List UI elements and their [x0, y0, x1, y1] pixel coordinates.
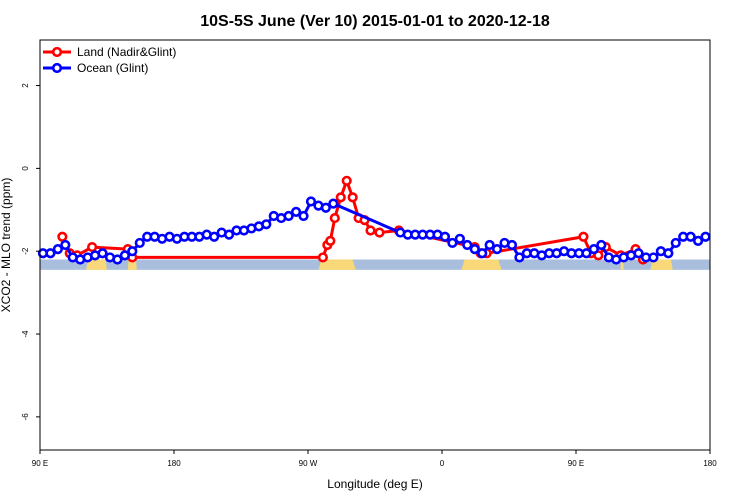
- series-1-point: [283, 210, 294, 222]
- ocean-band: [40, 259, 710, 270]
- legend-label-0: Land (Nadir&Glint): [77, 45, 176, 59]
- series-1-point: [462, 239, 473, 251]
- series-1-point: [60, 239, 71, 251]
- series-1-point: [261, 219, 272, 230]
- y-tick-label-0: -6: [21, 413, 30, 421]
- y-axis: -6 -4 -2 0 2: [21, 83, 40, 421]
- x-tick-label-5: 180: [703, 459, 717, 468]
- x-tick-label-3: 0: [440, 459, 445, 468]
- series-1-point: [112, 254, 123, 265]
- series-1-point: [588, 244, 599, 255]
- legend: Land (Nadir&Glint) Ocean (Glint): [43, 45, 176, 75]
- series-1-point: [127, 246, 138, 257]
- series-layer: [37, 175, 711, 265]
- series-1-point: [477, 248, 488, 259]
- series-1-point: [439, 231, 451, 242]
- x-tick-label-1: 180: [167, 459, 181, 468]
- series-1-point: [491, 244, 503, 255]
- series-1-point: [328, 198, 339, 209]
- series-1-point: [134, 237, 145, 249]
- series-1-point: [633, 248, 644, 259]
- series-1-point: [670, 237, 681, 249]
- land-patch-4: [127, 259, 137, 270]
- series-1-point: [298, 210, 309, 222]
- series-0-point: [347, 192, 358, 203]
- x-tick-label-2: 90 W: [299, 459, 318, 468]
- series-0-point: [317, 252, 328, 263]
- series-1-point: [320, 202, 331, 213]
- chart-title: 10S-5S June (Ver 10) 2015-01-01 to 2020-…: [200, 13, 550, 30]
- series-1-point: [454, 233, 465, 244]
- series-1-point: [514, 252, 525, 263]
- series-1-point: [223, 229, 235, 240]
- x-tick-label-4: 90 E: [568, 459, 584, 468]
- land-patch-1: [461, 259, 502, 270]
- series-1-point: [596, 239, 607, 251]
- x-tick-label-0: 90 E: [32, 459, 48, 468]
- series-0-point: [325, 235, 336, 246]
- plot-frame: [39, 39, 711, 451]
- series-1-point: [305, 196, 317, 207]
- y-tick-label-1: -4: [21, 330, 30, 338]
- y-tick-label-2: -2: [21, 247, 30, 255]
- legend-marker-0: [51, 46, 63, 58]
- series-1-point: [447, 237, 458, 249]
- x-axis: 90 E 180 90 W 0 90 E 180: [32, 450, 717, 468]
- series-1-point: [209, 231, 220, 242]
- series-1-point: [685, 231, 696, 242]
- series-0-point: [335, 192, 346, 203]
- series-0-point: [365, 225, 376, 236]
- series-0-point: [341, 175, 352, 186]
- series-1-point: [469, 244, 480, 255]
- series-1-point: [45, 248, 56, 259]
- series-1-point: [506, 239, 518, 251]
- series-0-point: [57, 231, 68, 242]
- series-0-point: [87, 241, 98, 253]
- land-patch-5: [650, 259, 673, 270]
- y-tick-label-4: 2: [21, 83, 30, 88]
- series-1-point: [97, 248, 108, 259]
- series-0-point: [374, 227, 385, 238]
- series-1-point: [290, 206, 302, 217]
- series-1-point: [663, 248, 674, 259]
- series-1: [37, 196, 711, 265]
- series-1-point: [581, 248, 592, 259]
- y-tick-label-3: 0: [21, 166, 30, 171]
- x-axis-label: Longitude (deg E): [327, 477, 422, 491]
- series-1-point: [484, 239, 495, 251]
- series-1-point: [700, 231, 711, 242]
- series-0-point: [329, 212, 340, 224]
- y-axis-label: XCO2 - MLO trend (ppm): [0, 178, 13, 313]
- series-1-point: [648, 252, 659, 263]
- series-1-point: [52, 244, 63, 255]
- legend-marker-1: [51, 62, 63, 74]
- series-1-point: [119, 250, 130, 261]
- series-1-point: [692, 235, 704, 246]
- series-0-point: [578, 231, 589, 242]
- land-patch-0: [318, 259, 356, 270]
- surface-band: [40, 259, 710, 270]
- legend-label-1: Ocean (Glint): [77, 61, 148, 75]
- land-patch-2: [86, 259, 107, 270]
